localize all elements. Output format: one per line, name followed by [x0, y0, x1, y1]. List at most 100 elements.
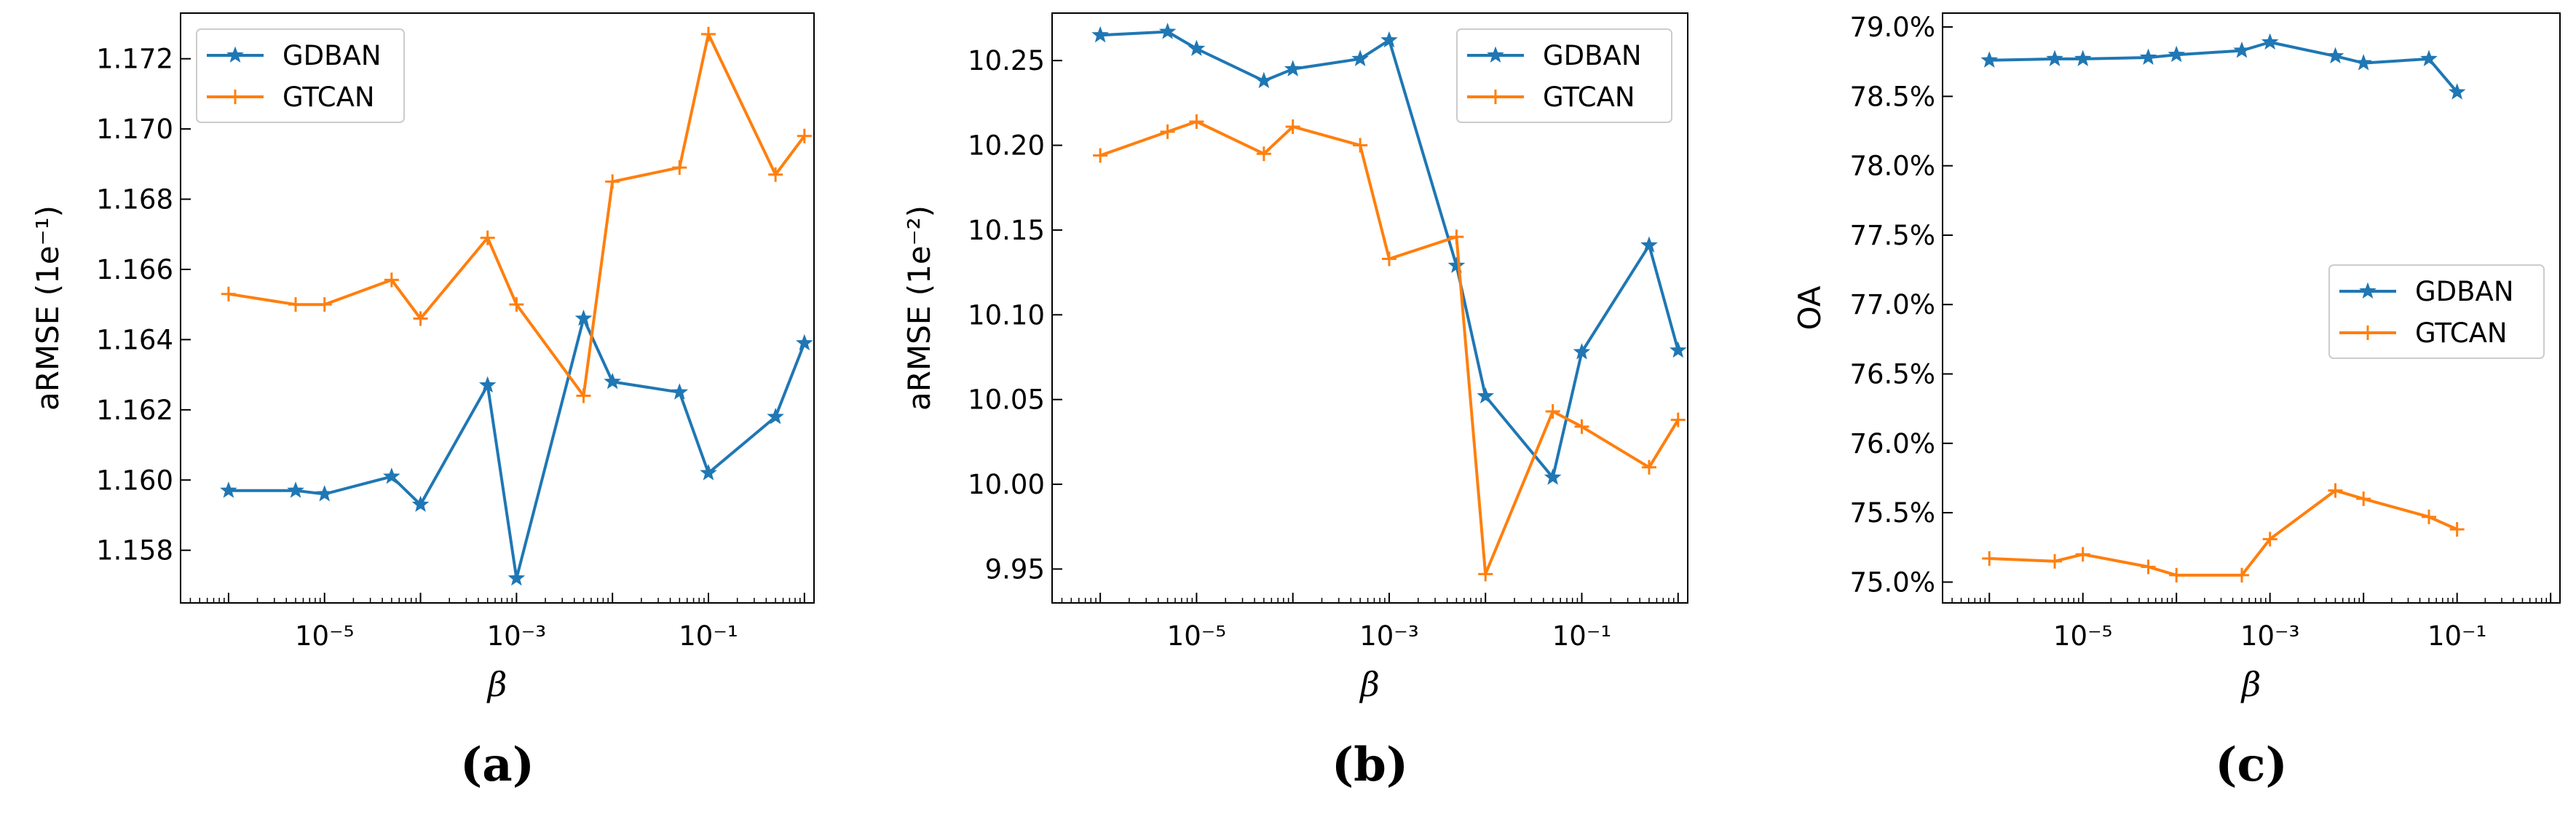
y-tick-label: 1.160	[96, 465, 173, 496]
data-point-gtcan	[1256, 146, 1271, 162]
data-point-gtcan	[221, 286, 236, 301]
plot-frame	[1051, 12, 1688, 604]
legend-marker	[2360, 325, 2375, 340]
y-tick-label: 77.5%	[1849, 220, 1935, 251]
data-point-gdban	[2326, 47, 2344, 64]
data-point-gtcan	[2047, 553, 2063, 569]
y-tick-label: 76.0%	[1849, 428, 1935, 459]
legend: GDBAN GTCAN	[196, 28, 405, 123]
x-axis-label: β	[2240, 665, 2261, 704]
y-tick-label: 79.0%	[1849, 12, 1935, 43]
data-point-gtcan	[2235, 567, 2250, 583]
data-point-gtcan	[2262, 532, 2277, 547]
data-point-gdban	[2074, 50, 2092, 66]
data-point-gdban	[1351, 50, 1369, 66]
y-tick-label: 75.5%	[1849, 497, 1935, 529]
data-point-gtcan	[480, 230, 495, 245]
y-tick-label: 77.0%	[1849, 289, 1935, 320]
data-point-gdban	[767, 408, 784, 425]
data-point-gtcan	[384, 272, 399, 288]
data-point-gdban	[287, 481, 304, 498]
data-point-gtcan	[1545, 403, 1560, 419]
legend-label: GDBAN	[283, 40, 382, 71]
data-point-gtcan	[1353, 138, 1368, 153]
data-point-gdban	[1255, 71, 1273, 89]
legend-marker	[226, 46, 244, 63]
data-point-gtcan	[2421, 509, 2436, 524]
series-line-gdban	[228, 317, 806, 580]
legend: GDBAN GTCAN	[2328, 264, 2545, 359]
data-point-gtcan	[2356, 492, 2371, 507]
data-point-gdban	[604, 372, 621, 390]
data-point-gdban	[478, 376, 497, 393]
y-tick-label: 1.164	[96, 324, 173, 355]
x-tick-label: 10⁻⁵	[295, 620, 354, 652]
data-point-gdban	[1573, 343, 1591, 360]
y-tick-label: 1.170	[96, 114, 173, 145]
y-tick-label: 1.158	[96, 535, 173, 567]
data-point-gdban	[1544, 468, 1562, 485]
legend-box	[196, 28, 405, 123]
x-tick-label: 10⁻⁵	[2053, 620, 2112, 652]
data-point-gdban	[2046, 50, 2063, 66]
legend-label: GTCAN	[2415, 317, 2508, 349]
data-point-gdban	[2233, 42, 2251, 58]
y-tick-label: 10.25	[968, 45, 1045, 76]
data-point-gdban	[1980, 51, 1999, 68]
series-line-gdban	[1989, 41, 2459, 93]
data-point-gtcan	[1670, 412, 1686, 427]
plot-frame	[1942, 12, 2561, 604]
y-tick-label: 10.10	[968, 299, 1045, 331]
chart-panel-b: 9.95 10.00 10.05 10.10 10.15 10.20 10.25 10⁻⁵ 10…	[901, 12, 1688, 792]
data-point-gdban	[574, 309, 593, 326]
y-tick-label: 1.172	[96, 44, 173, 75]
data-point-gdban	[1477, 387, 1495, 404]
data-point-gtcan	[2141, 559, 2156, 575]
data-point-gdban	[507, 569, 526, 586]
legend-marker	[228, 90, 242, 104]
legend-marker	[1488, 90, 1503, 104]
data-point-gdban	[2168, 45, 2186, 63]
data-point-gtcan	[1160, 124, 1175, 139]
chart-panel-c: 75.0% 75.5% 76.0% 76.5% 77.0% 77.5% 78.0% 78.5%…	[1792, 12, 2561, 792]
x-tick-label: 10⁻³	[2240, 620, 2299, 652]
data-point-gdban	[2420, 50, 2438, 66]
panel-label: (c)	[2215, 738, 2288, 792]
plot-frame	[180, 12, 815, 604]
data-point-gdban	[671, 383, 689, 400]
y-tick-label: 78.5%	[1849, 81, 1935, 112]
y-tick-label: 10.15	[968, 215, 1045, 246]
data-point-gdban	[2139, 48, 2157, 66]
legend-box	[1456, 28, 1672, 123]
data-point-gdban	[220, 481, 237, 498]
data-point-gdban	[1640, 236, 1658, 253]
data-point-gdban	[1091, 25, 1109, 43]
data-point-gtcan	[1381, 251, 1396, 267]
y-tick-label: 10.05	[968, 384, 1045, 416]
data-point-gtcan	[317, 297, 332, 312]
y-axis-label: aRMSE (1e⁻²)	[901, 205, 937, 411]
chart-panel-a: 1.158 1.160 1.162 1.164 1.166 1.168 1.170 1.172…	[30, 12, 815, 792]
legend-label: GTCAN	[283, 82, 375, 113]
data-point-gtcan	[2075, 547, 2090, 562]
y-tick-label: 75.0%	[1849, 567, 1935, 598]
x-tick-label: 10⁻³	[1359, 620, 1418, 652]
data-point-gtcan	[2169, 567, 2184, 583]
data-point-gdban	[2261, 33, 2279, 50]
data-point-gtcan	[797, 128, 812, 143]
data-point-gtcan	[576, 388, 591, 403]
data-point-gtcan	[288, 297, 304, 312]
legend-label: GDBAN	[1543, 40, 1642, 71]
y-tick-label: 1.166	[96, 254, 173, 285]
data-point-gdban	[700, 464, 717, 481]
legend-marker	[2359, 282, 2377, 299]
y-axis-label: OA	[1792, 285, 1828, 330]
legend-label: GDBAN	[2415, 276, 2514, 307]
x-tick-label: 10⁻⁵	[1167, 620, 1226, 652]
series-line-gtcan	[1099, 120, 1680, 576]
data-point-gtcan	[1093, 148, 1108, 163]
y-tick-label: 1.168	[96, 184, 173, 216]
data-point-gdban	[1158, 23, 1177, 39]
y-tick-label: 1.162	[96, 395, 173, 426]
